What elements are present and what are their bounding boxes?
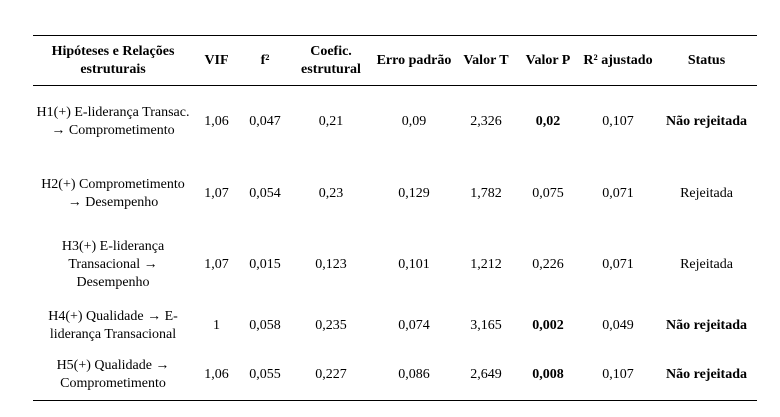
value-cell: 0,107 <box>602 114 634 130</box>
header-cell: Erro padrão <box>376 52 452 68</box>
value-cell: 0,123 <box>315 256 347 272</box>
header-cell: Hipóteses e Relações estruturais <box>51 43 175 77</box>
header-cell: Status <box>687 52 726 68</box>
value-cell: 0,09 <box>401 114 427 130</box>
value-cell: 0,107 <box>602 367 634 383</box>
table-body: H1(+) E-liderança Transac. → Comprometim… <box>33 86 757 401</box>
value-cell: 0,129 <box>398 185 430 201</box>
value-cell: 0,235 <box>315 317 347 333</box>
hypothesis-cell: H4(+) Qualidade → E-liderança Transacion… <box>48 308 178 342</box>
value-cell: 1,782 <box>470 185 502 201</box>
table-row: H1(+) E-liderança Transac. → Comprometim… <box>33 86 757 159</box>
table-row: H5(+) Qualidade → Comprometimento 1,06 0,0… <box>33 351 757 401</box>
table-row: H2(+) Comprometimento → Desempenho 1,07 0,… <box>33 159 757 229</box>
value-cell: 0,226 <box>532 256 564 272</box>
header-cell: VIF <box>204 52 229 68</box>
value-cell: 0,015 <box>249 256 281 272</box>
value-cell: Rejeitada <box>680 185 733 201</box>
value-cell: Não rejeitada <box>666 317 747 333</box>
value-cell: 0,058 <box>249 317 281 333</box>
header-cell: Valor P <box>525 52 571 68</box>
value-cell: 0,101 <box>398 256 430 272</box>
value-cell: Não rejeitada <box>666 114 747 130</box>
header-cell: f² <box>260 52 270 68</box>
value-cell: 2,649 <box>470 367 502 383</box>
value-cell: 0,21 <box>318 114 344 130</box>
value-cell: 1,212 <box>470 256 502 272</box>
value-cell: 0,227 <box>315 367 347 383</box>
value-cell: 0,071 <box>602 185 634 201</box>
value-cell: 3,165 <box>470 317 502 333</box>
value-cell: 0,055 <box>249 367 281 383</box>
value-cell: 1 <box>213 317 220 333</box>
value-cell: 0,074 <box>398 317 430 333</box>
header-cell: R² ajustado <box>583 52 653 68</box>
value-cell: 0,047 <box>249 114 281 130</box>
value-cell: 0,054 <box>249 185 281 201</box>
table-row: H4(+) Qualidade → E-liderança Transacion… <box>33 301 757 351</box>
value-cell: 0,049 <box>602 317 634 333</box>
table-header: Hipóteses e Relações estruturais VIF f² Coe… <box>33 35 757 86</box>
hypothesis-cell: H1(+) E-liderança Transac. → Comprometim… <box>36 105 190 139</box>
value-cell: 0,23 <box>318 185 344 201</box>
value-cell: 1,06 <box>204 114 229 130</box>
value-cell: 0,071 <box>602 256 634 272</box>
value-cell: Rejeitada <box>680 256 733 272</box>
hypothesis-cell: H3(+) E-liderança Transacional → Desempe… <box>61 238 165 290</box>
value-cell: 0,086 <box>398 367 430 383</box>
value-cell: 1,07 <box>204 185 229 201</box>
value-cell: 0,02 <box>535 114 561 130</box>
table-row: H3(+) E-liderança Transacional → Desempe… <box>33 229 757 301</box>
value-cell: 1,06 <box>204 367 229 383</box>
header-row: Hipóteses e Relações estruturais VIF f² Coe… <box>33 35 757 86</box>
header-cell: Coefic. estrutural <box>301 43 361 77</box>
value-cell: 1,07 <box>204 256 229 272</box>
value-cell: 0,008 <box>532 367 564 383</box>
value-cell: Não rejeitada <box>666 367 747 383</box>
hypothesis-cell: H2(+) Comprometimento → Desempenho <box>41 176 185 210</box>
hypothesis-cell: H5(+) Qualidade → Comprometimento <box>56 358 170 392</box>
results-table: Hipóteses e Relações estruturais VIF f² Coe… <box>33 35 757 401</box>
header-cell: Valor T <box>463 52 509 68</box>
value-cell: 0,075 <box>532 185 564 201</box>
value-cell: 2,326 <box>470 114 502 130</box>
value-cell: 0,002 <box>532 317 564 333</box>
